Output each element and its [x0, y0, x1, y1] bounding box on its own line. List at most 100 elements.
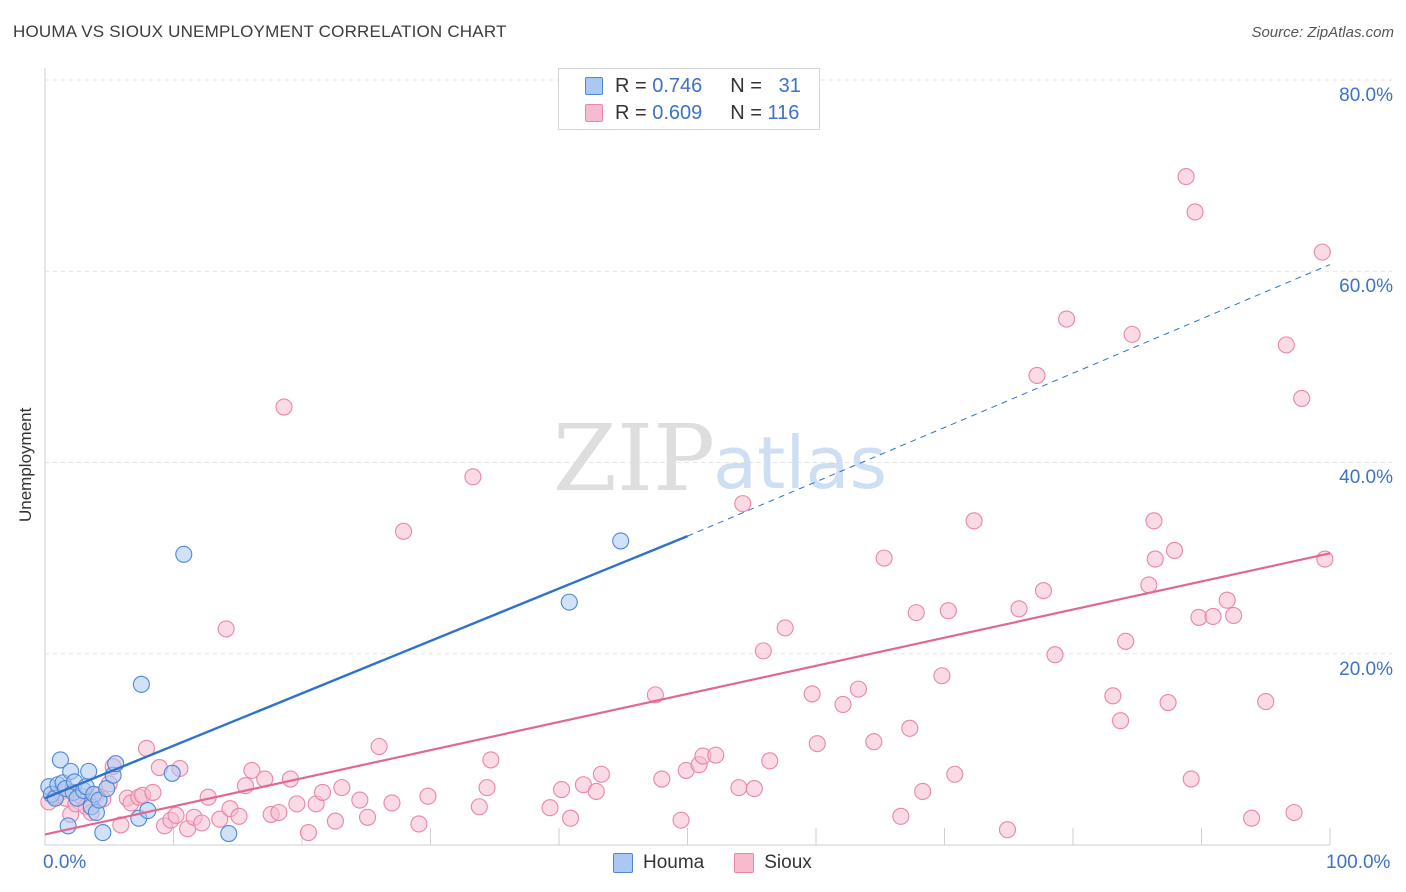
sioux-point-98 [1117, 632, 1135, 650]
sioux-point-90 [998, 821, 1017, 839]
sioux-point-108 [1190, 608, 1208, 626]
sioux-point-56 [482, 751, 500, 769]
sioux-point-62 [592, 765, 610, 783]
source-label: Source: ZipAtlas.com [1251, 24, 1394, 41]
sioux-point-64 [653, 770, 671, 788]
sioux-point-40 [288, 795, 306, 813]
houma-points [40, 532, 630, 843]
sioux-point-101 [1145, 512, 1163, 530]
houma-trend-line [44, 535, 688, 800]
sioux-point-73 [754, 642, 772, 660]
sioux-r-label: R = [615, 101, 647, 124]
x-tick-max: 100.0% [1326, 852, 1391, 873]
sioux-point-74 [761, 752, 779, 770]
sioux-point-106 [1182, 770, 1200, 788]
sioux-point-117 [1313, 243, 1331, 261]
series-legend: Houma Sioux [613, 852, 842, 874]
sioux-point-81 [875, 549, 893, 567]
sioux-point-48 [370, 737, 388, 756]
houma-legend-label: Houma [643, 852, 705, 873]
sioux-point-49 [383, 794, 401, 812]
legend-row-sioux: R = 0.609 N = 116 [585, 100, 799, 126]
sioux-point-32 [230, 807, 248, 825]
sioux-point-58 [553, 780, 571, 799]
houma-point-4 [51, 751, 69, 769]
sioux-trend-line [44, 552, 1331, 836]
sioux-point-52 [419, 787, 437, 805]
sioux-point-51 [410, 815, 428, 833]
sioux-point-54 [470, 798, 488, 816]
sioux-point-70 [730, 779, 748, 797]
sioux-point-82 [892, 807, 910, 825]
sioux-point-50 [394, 522, 413, 540]
legend-item-houma[interactable]: Houma [613, 852, 704, 874]
sioux-point-83 [901, 719, 919, 737]
houma-legend-swatch [613, 853, 633, 873]
sioux-point-78 [834, 695, 852, 713]
chart-title: HOUMA VS SIOUX UNEMPLOYMENT CORRELATION … [13, 22, 507, 41]
sioux-point-115 [1285, 803, 1303, 822]
sioux-point-75 [776, 619, 794, 637]
houma-swatch [585, 77, 603, 95]
houma-r-label: R = [615, 74, 647, 97]
sioux-point-114 [1277, 336, 1295, 354]
sioux-point-79 [849, 680, 867, 698]
sioux-point-63 [646, 686, 664, 704]
sioux-n-value: 116 [767, 101, 800, 124]
sioux-point-95 [1058, 310, 1076, 328]
legend-item-sioux[interactable]: Sioux [734, 852, 812, 874]
sioux-point-77 [808, 735, 826, 753]
houma-n-value: 31 [778, 74, 801, 97]
houma-point-29 [560, 593, 578, 611]
sioux-point-30 [217, 620, 235, 638]
sioux-n-label: N = [730, 101, 762, 124]
y-tick-80: 80.0% [1339, 85, 1393, 106]
sioux-point-59 [562, 809, 580, 827]
sioux-point-34 [243, 761, 261, 779]
sioux-point-53 [464, 468, 482, 486]
sioux-point-103 [1159, 693, 1177, 712]
watermark-atlas: atlas [713, 421, 887, 505]
sioux-point-85 [914, 782, 932, 801]
sioux-point-65 [672, 811, 690, 829]
sioux-point-94 [1046, 646, 1064, 664]
sioux-point-89 [965, 512, 983, 530]
trend-lines [44, 264, 1331, 836]
sioux-point-104 [1165, 541, 1184, 560]
sioux-point-23 [167, 806, 185, 824]
sioux-point-88 [946, 765, 964, 783]
sioux-point-45 [333, 779, 351, 797]
sioux-point-43 [314, 783, 332, 801]
sioux-point-57 [541, 799, 559, 817]
sioux-point-102 [1146, 550, 1164, 568]
houma-r-value: 0.746 [652, 74, 703, 97]
watermark-zip: ZIP [553, 405, 715, 512]
houma-point-26 [163, 764, 181, 782]
sioux-r-value: 0.609 [652, 101, 703, 124]
sioux-point-27 [193, 814, 211, 832]
legend-row-houma: R = 0.746 N = 31 [585, 73, 801, 99]
houma-point-27 [175, 545, 193, 563]
sioux-swatch [585, 104, 603, 122]
sioux-point-19 [144, 783, 162, 801]
sioux-point-112 [1243, 809, 1261, 827]
sioux-point-87 [939, 602, 957, 620]
houma-point-24 [132, 675, 150, 693]
sioux-point-97 [1111, 712, 1130, 730]
sioux-point-86 [933, 667, 951, 685]
sioux-point-41 [299, 824, 317, 842]
houma-point-28 [220, 824, 238, 843]
y-tick-20: 20.0% [1339, 659, 1393, 680]
sioux-point-29 [211, 810, 229, 828]
houma-point-19 [94, 824, 112, 842]
sioux-point-71 [734, 495, 752, 513]
sioux-point-92 [1028, 366, 1046, 385]
sioux-point-100 [1140, 576, 1158, 594]
sioux-legend-label: Sioux [764, 852, 812, 873]
sioux-point-61 [587, 782, 605, 801]
sioux-point-37 [270, 803, 288, 822]
sioux-point-105 [1177, 168, 1195, 186]
sioux-point-107 [1186, 203, 1204, 221]
sioux-point-84 [907, 604, 925, 622]
